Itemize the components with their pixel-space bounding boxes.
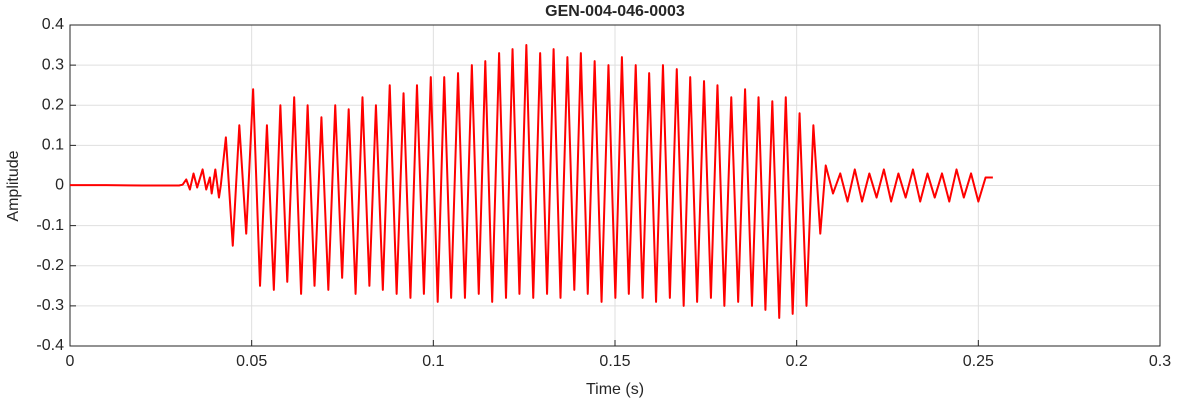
chart-title: GEN-004-046-0003 [545, 3, 685, 20]
x-tick-label: 0 [66, 353, 75, 370]
x-tick-label: 0.15 [599, 353, 630, 370]
x-tick-label: 0.05 [236, 353, 267, 370]
y-axis-label: Amplitude [5, 150, 22, 221]
x-axis-label: Time (s) [586, 381, 644, 398]
y-tick-label: 0 [55, 177, 64, 194]
y-tick-label: -0.2 [36, 257, 64, 274]
y-tick-label: 0.1 [42, 137, 64, 154]
y-tick-label: 0.4 [42, 16, 64, 33]
y-tick-label: -0.4 [36, 337, 64, 354]
x-tick-label: 0.3 [1149, 353, 1171, 370]
x-tick-label: 0.2 [786, 353, 808, 370]
waveform-line [70, 44, 993, 319]
y-tick-label: 0.3 [42, 56, 64, 73]
y-tick-label: -0.1 [36, 217, 64, 234]
x-tick-label: 0.25 [963, 353, 994, 370]
y-tick-label: -0.3 [36, 297, 64, 314]
x-tick-label: 0.1 [422, 353, 444, 370]
y-tick-label: 0.2 [42, 96, 64, 113]
